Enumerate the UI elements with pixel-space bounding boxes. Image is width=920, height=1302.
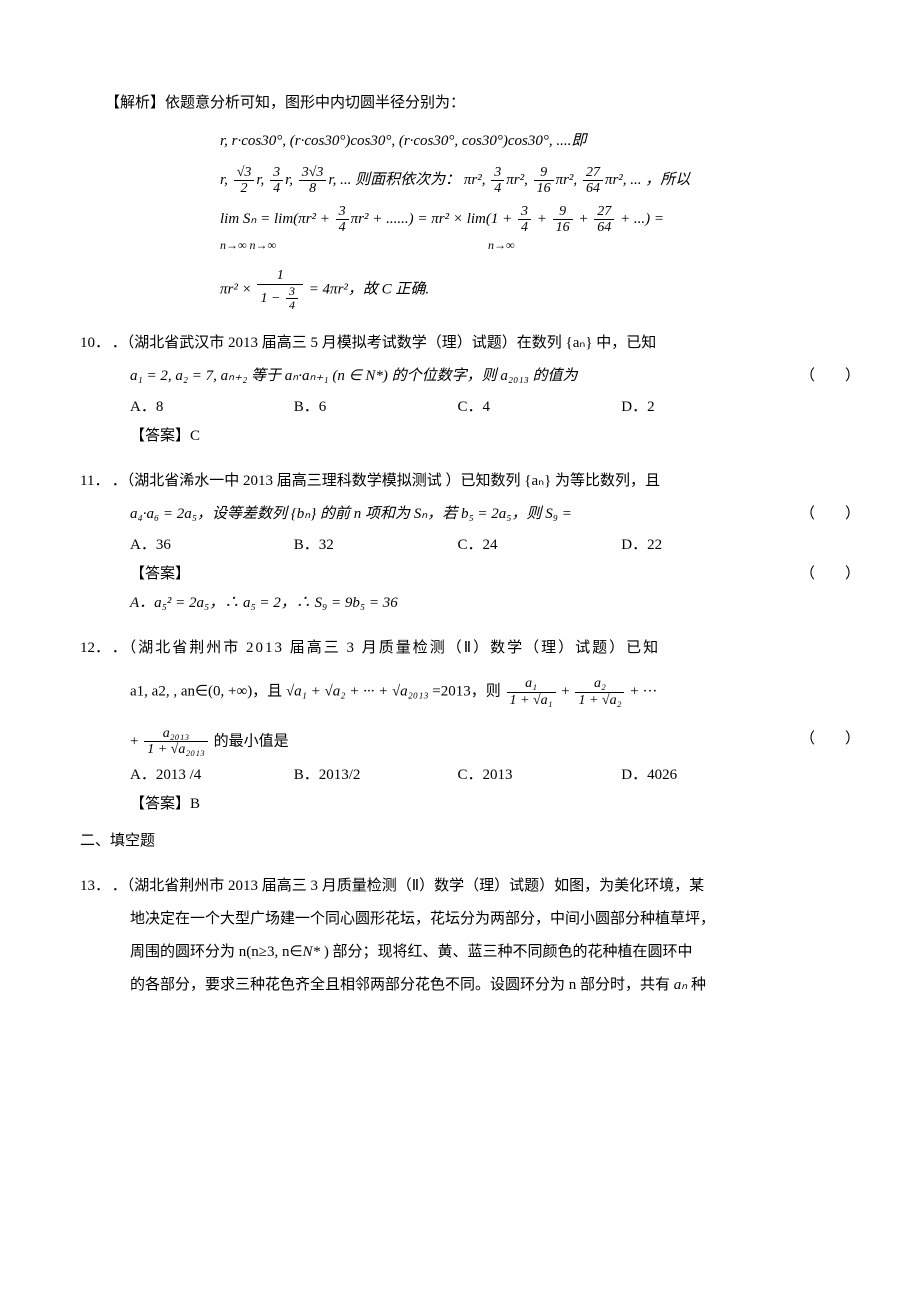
q10-opt-b: B．6 — [294, 394, 454, 421]
question-11: 11． ．（湖北省浠水一中 2013 届高三理科数学模拟测试 ）已知数列 {aₙ… — [80, 468, 840, 495]
q11-solution: A．a₅² = 2a₅，∴ a₅ = 2，∴ S₉ = 9b₅ = 36 — [130, 590, 840, 617]
q10-options: A．8 B．6 C．4 D．2 — [130, 394, 840, 421]
analysis-math: r, r·cos30°, (r·cos30°)cos30°, (r·cos30°… — [220, 125, 840, 312]
q12-source: ．（湖北省荆州市 2013 届高三 3 月质量检测（Ⅱ）数学（理）试题）已知 — [112, 635, 812, 662]
answer-blank: （ ） — [800, 501, 860, 528]
question-13: 13． ．（湖北省荆州市 2013 届高三 3 月质量检测（Ⅱ）数学（理）试题）… — [80, 873, 840, 900]
q11-opt-c: C．24 — [458, 532, 618, 559]
q11-source: ．（湖北省浠水一中 2013 届高三理科数学模拟测试 ）已知数列 {aₙ} 为等… — [112, 468, 812, 495]
q12-opt-c: C．2013 — [458, 762, 618, 789]
answer-blank: （ ） — [800, 561, 860, 588]
q13-number: 13． — [80, 873, 108, 900]
q12-opt-d: D．4026 — [621, 762, 781, 789]
q12-answer: 【答案】B — [130, 791, 840, 818]
q13-line4: 的各部分，要求三种花色齐全且相邻两部分花色不同。设圆环分为 n 部分时，共有 a… — [130, 972, 840, 999]
math-line-1: r, r·cos30°, (r·cos30°)cos30°, (r·cos30°… — [220, 125, 840, 158]
answer-blank: （ ） — [800, 726, 860, 753]
q11-answer: 【答案】 （ ） — [130, 561, 840, 588]
q10-opt-c: C．4 — [458, 394, 618, 421]
q12-opt-a: A．2013 /4 — [130, 762, 290, 789]
section-2-heading: 二、填空题 — [80, 828, 840, 855]
q13-line2: 地决定在一个大型广场建一个同心圆形花坛，花坛分为两部分，中间小圆部分种植草坪， — [130, 906, 840, 933]
q12-number: 12． — [80, 635, 108, 662]
q11-body: a₄·a₆ = 2a₅，设等差数列 {bₙ} 的前 n 项和为 Sₙ，若 b₅ … — [130, 501, 840, 528]
q13-line3: 周围的圆环分为 n(n≥3, n∈N* ) 部分；现将红、黄、蓝三种不同颜色的花… — [130, 939, 840, 966]
q10-opt-a: A．8 — [130, 394, 290, 421]
q10-body: a₁ = 2, a₂ = 7, aₙ₊₂ 等于 aₙ·aₙ₊₁ (n ∈ N*)… — [130, 363, 840, 390]
q11-number: 11． — [80, 468, 108, 495]
math-line-3: lim Sₙ = lim(πr² + 34πr² + ......) = πr²… — [220, 203, 840, 262]
q12-body-line1: a1, a2, , an∈(0, +∞)，且 √a₁ + √a₂ + ··· +… — [130, 676, 840, 708]
analysis-label: 【解析】依题意分析可知，图形中内切圆半径分别为： — [105, 90, 840, 117]
question-10: 10． ．（湖北省武汉市 2013 届高三 5 月模拟考试数学（理）试题）在数列… — [80, 330, 840, 357]
math-line-4: πr² × 11 − 34 = 4πr²，故 C 正确. — [220, 268, 840, 312]
q11-opt-d: D．22 — [621, 532, 781, 559]
question-12: 12． ．（湖北省荆州市 2013 届高三 3 月质量检测（Ⅱ）数学（理）试题）… — [80, 635, 840, 662]
q10-opt-d: D．2 — [621, 394, 781, 421]
q12-opt-b: B．2013/2 — [294, 762, 454, 789]
answer-blank: （ ） — [800, 363, 860, 390]
math-line-2: r, √32r, 34r, 3√38r, ... 则面积依次为： πr², 34… — [220, 164, 840, 197]
q10-number: 10． — [80, 330, 108, 357]
q10-source: ．（湖北省武汉市 2013 届高三 5 月模拟考试数学（理）试题）在数列 {aₙ… — [112, 330, 812, 357]
q12-options: A．2013 /4 B．2013/2 C．2013 D．4026 — [130, 762, 840, 789]
q13-source: ．（湖北省荆州市 2013 届高三 3 月质量检测（Ⅱ）数学（理）试题）如图，为… — [112, 873, 812, 900]
q11-options: A．36 B．32 C．24 D．22 — [130, 532, 840, 559]
q12-body-line2: + a₂₀₁₃1 + √a₂₀₁₃ 的最小值是 （ ） — [130, 726, 840, 758]
q11-opt-b: B．32 — [294, 532, 454, 559]
q10-answer: 【答案】C — [130, 423, 840, 450]
q11-opt-a: A．36 — [130, 532, 290, 559]
